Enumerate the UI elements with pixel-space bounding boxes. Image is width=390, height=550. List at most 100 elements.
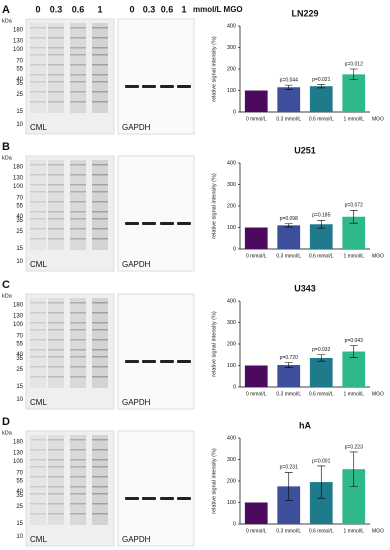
y-axis-label: relative signal intensity (%) — [211, 311, 217, 377]
blot-band — [70, 439, 86, 441]
blot-band — [30, 339, 46, 341]
blot-band — [70, 376, 86, 378]
blot-band — [92, 184, 108, 186]
blot-band — [70, 503, 86, 505]
blot-band — [70, 459, 86, 461]
marker-label: 10 — [16, 534, 23, 540]
blot-band — [92, 74, 108, 76]
blot-band — [92, 91, 108, 93]
lane-label: 0.6 — [72, 4, 85, 14]
x-tick-label: 0.6 mmol/L — [309, 391, 334, 397]
marker-label: 55 — [16, 478, 23, 484]
lane-smear — [70, 435, 86, 525]
blot-band — [92, 47, 108, 49]
x-tick-label: 0.6 mmol/L — [309, 528, 334, 534]
gapdh-label: GAPDH — [122, 398, 151, 407]
blot-band — [48, 322, 64, 324]
blot-band — [48, 503, 64, 505]
gapdh-band — [142, 497, 156, 500]
p-value: p=0.032 — [312, 347, 330, 353]
blot-band — [92, 339, 108, 341]
lane-smear — [92, 435, 108, 525]
blot-band — [30, 164, 46, 166]
blot-band — [30, 466, 46, 468]
bar — [309, 357, 333, 387]
blot-band — [48, 47, 64, 49]
blot-band — [48, 184, 64, 186]
x-tick-label: 0 mmol/L — [246, 253, 267, 259]
p-value: p=0.231 — [280, 465, 298, 471]
blot-band — [70, 366, 86, 368]
error-bar — [284, 362, 293, 368]
blot-band — [30, 47, 46, 49]
blot-band — [48, 191, 64, 193]
marker-label: 15 — [16, 109, 23, 115]
lane-smear — [92, 298, 108, 388]
blot-band — [30, 503, 46, 505]
marker-label: 25 — [16, 367, 23, 373]
y-tick-label: 400 — [227, 435, 236, 441]
y-tick-label: 100 — [227, 88, 236, 94]
marker-label: 130 — [13, 175, 24, 181]
x-tick-label: 1 mmol/L — [343, 391, 364, 397]
blot-band — [48, 449, 64, 451]
y-axis-label: relative signal intensity (%) — [211, 448, 217, 514]
cml-blot — [25, 293, 115, 410]
y-tick-label: 400 — [227, 160, 236, 166]
kda-label: kDa — [2, 155, 13, 161]
marker-label: 180 — [13, 440, 24, 446]
marker-label: 100 — [13, 459, 24, 465]
blot-band — [92, 493, 108, 495]
gapdh-band — [160, 222, 174, 225]
chart-title: LN229 — [291, 8, 318, 18]
marker-label: 10 — [16, 397, 23, 403]
blot-band — [48, 211, 64, 213]
blot-band — [30, 37, 46, 39]
p-value: p=0.044 — [280, 77, 298, 83]
marker-label: 70 — [16, 59, 23, 65]
blot-band — [70, 466, 86, 468]
error-bar — [349, 210, 358, 224]
gapdh-band — [125, 222, 139, 225]
chart-title: U251 — [294, 145, 316, 155]
blot-band — [48, 356, 64, 358]
error-bar — [317, 354, 326, 362]
blot-band — [30, 439, 46, 441]
blot-band — [70, 238, 86, 240]
blot-band — [70, 174, 86, 176]
blot-band — [70, 201, 86, 203]
marker-label: 10 — [16, 122, 23, 128]
blot-band — [48, 439, 64, 441]
gapdh-band — [177, 360, 191, 363]
blot-band — [92, 513, 108, 515]
x-tick-label: 0.3 mmol/L — [276, 528, 301, 534]
lane-smear — [92, 160, 108, 250]
blot-band — [48, 228, 64, 230]
error-bar — [349, 345, 358, 358]
gapdh-band — [177, 497, 191, 500]
blot-band — [92, 449, 108, 451]
blot-band — [48, 81, 64, 83]
blot-band — [30, 74, 46, 76]
x-tick-label: 0.6 mmol/L — [309, 253, 334, 259]
blot-band — [70, 184, 86, 186]
p-value: p=0.012 — [345, 61, 363, 67]
blot-band — [48, 91, 64, 93]
blot-band — [92, 37, 108, 39]
blot-band — [30, 322, 46, 324]
blot-band — [92, 218, 108, 220]
marker-label: 100 — [13, 47, 24, 53]
gapdh-band — [160, 85, 174, 88]
blot-band — [70, 449, 86, 451]
y-axis-label: relative signal intensity (%) — [211, 36, 217, 102]
blot-band — [92, 439, 108, 441]
blot-band — [30, 238, 46, 240]
blot-band — [92, 476, 108, 478]
marker-label: 55 — [16, 66, 23, 72]
lane-smear — [70, 23, 86, 113]
blot-band — [70, 356, 86, 358]
marker-label: 100 — [13, 322, 24, 328]
blot-band — [92, 366, 108, 368]
y-axis-label: relative signal intensity (%) — [211, 173, 217, 239]
blot-band — [92, 211, 108, 213]
